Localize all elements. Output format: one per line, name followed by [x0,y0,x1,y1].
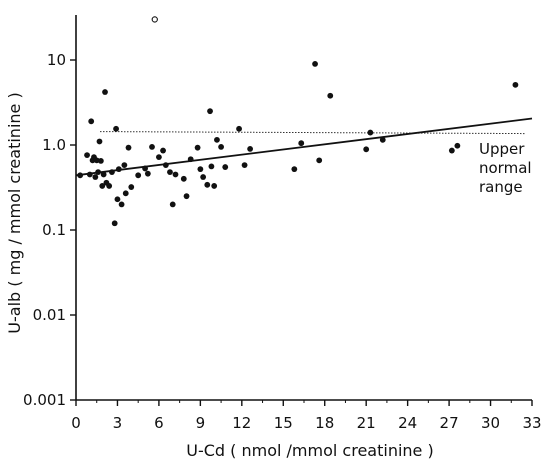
y-axis-title: U-alb ( mg / mmol creatinine ) [5,92,24,333]
upper-normal-range-annotation: Upper normal range [479,140,536,196]
data-point [86,171,93,178]
data-point [208,163,215,170]
x-tick-label: 12 [232,414,251,432]
data-point [113,125,119,132]
data-point [88,118,95,125]
data-point [298,140,305,147]
upper-normal-range-line [99,131,526,135]
x-tick-label: 27 [440,414,459,432]
data-point [109,169,115,175]
data-point [100,171,107,178]
data-point [121,162,128,169]
x-tick-label: 9 [196,414,206,432]
data-point [236,125,242,132]
data-point [115,166,122,173]
x-tick-label: 3 [113,414,123,432]
data-point [197,166,204,173]
data-point [367,129,374,136]
data-point [454,142,461,149]
annotation-line-1: Upper [479,140,525,158]
x-tick-label: 21 [357,414,376,432]
data-point [142,165,148,172]
data-point [135,172,142,179]
data-point [316,157,323,164]
data-point [106,183,113,189]
x-tick-label: 18 [315,414,334,432]
data-point [187,156,194,163]
data-point [222,164,229,170]
data-point [156,154,162,161]
data-point [448,147,455,154]
data-point [99,183,106,189]
data-point [169,201,176,208]
data-point [172,171,179,178]
data-point [211,183,218,189]
data-point [363,146,370,153]
data-point [183,193,190,200]
data-point [122,190,129,197]
data-point [95,169,102,175]
data-point [194,144,201,151]
data-point [96,138,103,145]
y-tick-label: 0.01 [33,306,66,324]
data-point [214,136,220,143]
data-point [160,147,166,154]
data-point [241,162,248,169]
y-tick-label: 0.001 [23,391,66,409]
data-point [114,196,121,203]
data-point [162,162,169,169]
data-point [167,169,173,175]
data-point [207,108,213,115]
data-point [102,89,108,95]
data-point [218,143,224,150]
data-point [327,92,334,99]
data-point [512,81,519,88]
x-tick-label: 0 [71,414,81,432]
regression-line [75,117,533,177]
y-tick-label: 0.1 [42,221,66,239]
annotation-line-2: normal [479,159,532,177]
data-point [291,166,298,173]
x-tick-label: 24 [398,414,417,432]
data-point [180,175,187,182]
data-point [200,174,207,180]
x-tick-label: 6 [154,414,164,432]
data-point [111,220,118,227]
data-point [84,152,90,159]
data-point [149,143,155,150]
data-point [312,60,318,67]
plot-area: 0 3 6 9 12 15 18 21 24 27 30 33 0.001 0.01 0.1 1.0 10 [23,15,542,432]
data-point [204,181,211,188]
x-tick-label: 15 [274,414,293,432]
data-point [77,172,84,179]
x-axis-title: U-Cd ( nmol /mmol creatinine ) [186,441,433,460]
data-point [144,170,151,177]
data-point [379,136,386,143]
data-point [92,174,99,180]
y-tick-label: 1.0 [42,136,66,154]
data-point [128,184,135,190]
x-tick-label: 33 [522,414,541,432]
y-tick-label: 10 [47,51,66,69]
data-point-open [151,16,158,23]
data-point [118,201,125,208]
annotation-line-3: range [479,178,523,196]
data-point [247,145,254,152]
data-point [97,158,104,164]
data-point [125,144,132,151]
x-tick-label: 30 [481,414,500,432]
